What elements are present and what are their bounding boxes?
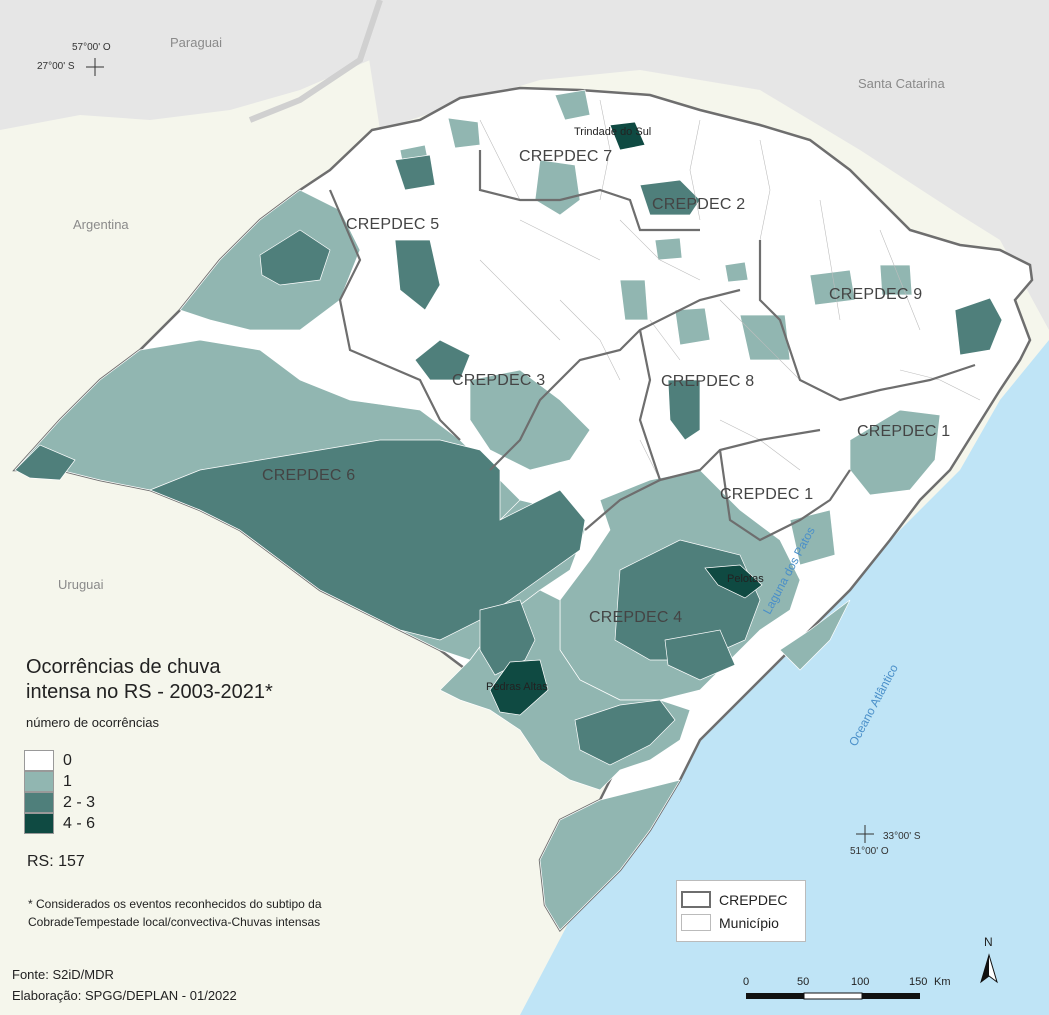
label-uruguai: Uruguai <box>58 577 104 592</box>
coord-nw-lon: 57°00' O <box>72 42 111 53</box>
legend-swatch <box>24 771 54 792</box>
scale-tick-50: 50 <box>797 976 810 988</box>
map-title: Ocorrências de chuva intensa no RS - 200… <box>26 655 273 705</box>
coord-cross-nw-icon <box>86 58 104 76</box>
scale-unit: Km <box>934 976 951 988</box>
map-title-line1: Ocorrências de chuva <box>26 656 221 678</box>
scale-tick-0: 0 <box>743 976 750 988</box>
legend-item-1: 1 <box>24 771 72 792</box>
label-crepdec-8: CREPDEC 8 <box>661 373 755 390</box>
footnote: * Considerados os eventos reconhecidos d… <box>28 897 322 929</box>
label-crepdec-3: CREPDEC 3 <box>452 372 546 389</box>
label-crepdec-1-north: CREPDEC 1 <box>857 423 951 440</box>
legend-item-0: 0 <box>24 750 72 771</box>
crepdec-label: CREPDEC <box>719 891 788 908</box>
boundary-legend: CREPDEC Município <box>676 880 806 942</box>
crepdec-swatch <box>681 891 711 908</box>
label-crepdec-6: CREPDEC 6 <box>262 467 356 484</box>
label-crepdec-4: CREPDEC 4 <box>589 609 683 626</box>
municipal-boundaries <box>479 99 981 481</box>
label-crepdec-1-south: CREPDEC 1 <box>720 486 814 503</box>
total-count: RS: 157 <box>27 853 85 870</box>
boundary-legend-municipio: Município <box>681 914 779 931</box>
label-crepdec-5: CREPDEC 5 <box>346 216 440 233</box>
scale-tick-150: 150 <box>909 976 928 988</box>
ocean <box>520 340 1049 1015</box>
north-arrow-icon <box>980 953 998 984</box>
river-uruguay <box>248 0 383 123</box>
legend-item-4-6: 4 - 6 <box>24 813 95 834</box>
crepdec-boundaries <box>328 150 976 542</box>
label-crepdec-7: CREPDEC 7 <box>519 148 613 165</box>
legend-title: número de ocorrências <box>26 715 159 730</box>
label-santa-catarina: Santa Catarina <box>858 76 945 91</box>
legend-item-2-3: 2 - 3 <box>24 792 95 813</box>
legend-swatch <box>24 750 54 771</box>
source-text: Fonte: S2iD/MDR <box>12 967 114 982</box>
neighbor-land-paraguay-santa-catarina <box>0 0 1049 330</box>
coord-se-lon: 51°00' O <box>850 846 889 857</box>
municipalities-4-6 <box>489 121 763 716</box>
label-paraguai: Paraguai <box>170 35 223 50</box>
municipalities-2-3 <box>14 154 1003 766</box>
coord-cross-se-icon <box>856 825 874 843</box>
label-pedras-altas: Pedras Altas <box>486 681 548 693</box>
legend-label: 1 <box>63 772 72 790</box>
north-label: N <box>984 935 993 949</box>
legend-swatch <box>24 813 54 834</box>
coord-se-lat: 33°00' S <box>883 831 921 842</box>
label-argentina: Argentina <box>73 217 129 232</box>
map-title-line2: intensa no RS - 2003-2021* <box>26 681 273 703</box>
municipio-label: Município <box>719 914 779 931</box>
boundary-legend-crepdec: CREPDEC <box>681 891 787 908</box>
label-pelotas: Pelotas <box>727 573 764 585</box>
legend-swatch <box>24 792 54 813</box>
legend-label: 0 <box>63 751 72 769</box>
label-crepdec-9: CREPDEC 9 <box>829 286 923 303</box>
neighbor-land-argentina-north <box>0 0 380 130</box>
scale-bar <box>746 992 920 1000</box>
legend-label: 2 - 3 <box>63 793 96 811</box>
scale-tick-100: 100 <box>851 976 870 988</box>
municipio-swatch <box>681 914 711 931</box>
coord-nw-lat: 27°00' S <box>37 61 75 72</box>
label-trindade-do-sul: Trindade do Sul <box>574 126 652 138</box>
label-crepdec-2: CREPDEC 2 <box>652 196 746 213</box>
legend-label: 4 - 6 <box>63 814 96 832</box>
author-text: Elaboração: SPGG/DEPLAN - 01/2022 <box>12 988 237 1003</box>
